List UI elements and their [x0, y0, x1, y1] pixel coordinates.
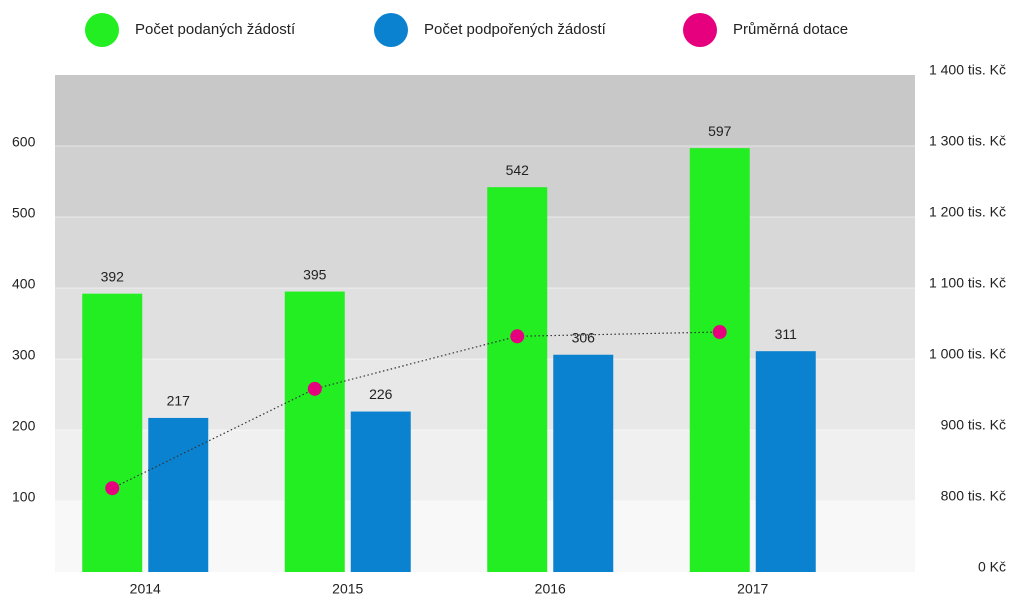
y-tick-label: 100: [12, 489, 36, 505]
y2-tick-label: 1 300 tis. Kč: [929, 133, 1006, 149]
line-point: [712, 325, 727, 340]
y2-tick-label: 1 000 tis. Kč: [929, 346, 1006, 362]
bar: [82, 293, 143, 572]
y2-tick-label: 1 400 tis. Kč: [929, 62, 1006, 78]
value-label: 217: [167, 393, 191, 409]
y2-tick-label: 900 tis. Kč: [941, 417, 1006, 433]
legend-label: Počet podpořených žádostí: [424, 21, 607, 38]
bar: [487, 187, 548, 572]
line-point: [105, 481, 120, 496]
value-label: 542: [506, 162, 530, 178]
plot-band: [55, 288, 915, 359]
x-tick-label: 2014: [130, 581, 161, 597]
plot-band: [55, 146, 915, 217]
plot-band: [55, 217, 915, 288]
bar: [350, 411, 411, 572]
legend-swatch: [85, 13, 119, 47]
value-label: 306: [572, 329, 596, 345]
legend-label: Počet podaných žádostí: [135, 21, 296, 38]
value-label: 311: [775, 326, 798, 342]
x-tick-label: 2016: [535, 581, 566, 597]
y-tick-label: 400: [12, 276, 36, 292]
plot-band: [55, 75, 915, 146]
y2-tick-label: 1 200 tis. Kč: [929, 204, 1006, 220]
line: [111, 331, 720, 489]
line-point: [307, 381, 322, 396]
y2-tick-label: 0 Kč: [978, 559, 1006, 575]
value-label: 392: [101, 268, 125, 284]
bar: [148, 417, 209, 572]
line-point: [510, 329, 525, 344]
x-tick-label: 2017: [737, 581, 768, 597]
value-label: 226: [369, 386, 393, 402]
legend-swatch: [374, 13, 408, 47]
bar: [689, 148, 750, 572]
bar: [284, 291, 345, 572]
y-tick-label: 600: [12, 134, 36, 150]
value-label: 597: [708, 123, 732, 139]
y-tick-label: 300: [12, 347, 36, 363]
y2-tick-label: 1 100 tis. Kč: [929, 275, 1006, 291]
y2-tick-label: 800 tis. Kč: [941, 488, 1006, 504]
legend-label: Průměrná dotace: [733, 21, 848, 38]
legend-swatch: [683, 13, 717, 47]
bar: [755, 351, 816, 572]
y-tick-label: 200: [12, 418, 36, 434]
x-tick-label: 2015: [332, 581, 363, 597]
y-tick-label: 500: [12, 205, 36, 221]
value-label: 395: [303, 266, 327, 282]
bar: [553, 354, 614, 572]
